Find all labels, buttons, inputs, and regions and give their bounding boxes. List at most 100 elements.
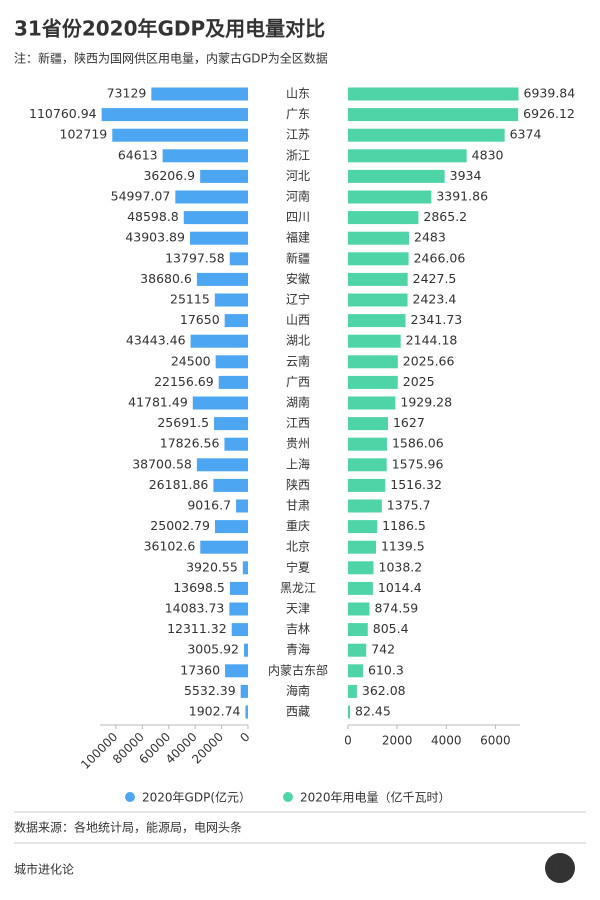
bar bbox=[348, 128, 505, 142]
bar bbox=[101, 108, 248, 122]
category-label: 青海 bbox=[286, 642, 310, 657]
bar bbox=[200, 540, 248, 554]
bar bbox=[240, 684, 248, 698]
value-label: 25002.79 bbox=[150, 518, 210, 533]
value-label: 2466.06 bbox=[414, 250, 466, 265]
category-label: 福建 bbox=[286, 230, 310, 245]
source: 数据来源：各地统计局，能源局，电网头条 bbox=[14, 820, 242, 835]
value-label: 805.4 bbox=[373, 621, 409, 636]
bar bbox=[348, 108, 519, 122]
bar bbox=[190, 334, 248, 348]
subtitle: 注：新疆，陕西为国网供区用电量，内蒙古GDP为全区数据 bbox=[14, 51, 328, 66]
bar bbox=[229, 581, 248, 595]
value-label: 3391.86 bbox=[436, 189, 488, 204]
value-label: 1586.06 bbox=[392, 436, 444, 451]
bar bbox=[183, 211, 248, 225]
value-label: 3005.92 bbox=[187, 642, 239, 657]
bar bbox=[236, 499, 248, 513]
bar bbox=[348, 355, 398, 369]
value-label: 1516.32 bbox=[390, 477, 442, 492]
value-label: 6374 bbox=[510, 127, 542, 142]
bar bbox=[229, 602, 248, 616]
category-label: 广西 bbox=[286, 375, 310, 389]
value-label: 43443.46 bbox=[126, 333, 186, 348]
legend-swatch bbox=[125, 792, 135, 802]
bar bbox=[348, 478, 386, 492]
value-label: 1139.5 bbox=[381, 539, 425, 554]
bar bbox=[229, 252, 248, 266]
category-label: 甘肃 bbox=[286, 499, 310, 513]
value-label: 25115 bbox=[170, 292, 210, 307]
bar bbox=[348, 190, 432, 204]
value-label: 24500 bbox=[171, 353, 211, 368]
category-label: 新疆 bbox=[286, 250, 310, 265]
value-label: 1375.7 bbox=[387, 498, 431, 513]
x-tick-label: 2000 bbox=[382, 734, 413, 748]
category-label: 宁夏 bbox=[286, 559, 310, 574]
category-label: 内蒙古东部 bbox=[268, 662, 328, 677]
value-label: 48598.8 bbox=[127, 209, 179, 224]
bar bbox=[200, 169, 248, 183]
bar bbox=[348, 334, 401, 348]
bar bbox=[213, 478, 248, 492]
value-label: 36206.9 bbox=[143, 168, 195, 183]
bar bbox=[348, 520, 378, 534]
bar bbox=[224, 314, 248, 328]
bar bbox=[348, 458, 387, 472]
value-label: 2341.73 bbox=[411, 312, 463, 327]
bar bbox=[348, 211, 419, 225]
bar bbox=[348, 602, 370, 616]
bar bbox=[348, 396, 396, 410]
value-label: 1186.5 bbox=[382, 518, 426, 533]
value-label: 13698.5 bbox=[173, 580, 225, 595]
bar bbox=[348, 149, 467, 163]
bar bbox=[215, 355, 248, 369]
value-label: 2025 bbox=[403, 374, 435, 389]
category-label: 辽宁 bbox=[286, 292, 310, 307]
value-label: 1014.4 bbox=[378, 580, 422, 595]
value-label: 12311.32 bbox=[167, 621, 227, 636]
value-label: 4830 bbox=[472, 147, 504, 162]
value-label: 17826.56 bbox=[160, 436, 220, 451]
category-label: 湖北 bbox=[286, 333, 310, 348]
category-label: 山东 bbox=[286, 87, 310, 101]
x-tick-label: 0 bbox=[237, 730, 252, 745]
value-label: 13797.58 bbox=[165, 250, 225, 265]
value-label: 874.59 bbox=[374, 601, 418, 616]
value-label: 1038.2 bbox=[379, 559, 423, 574]
value-label: 1929.28 bbox=[400, 395, 452, 410]
category-label: 北京 bbox=[286, 540, 310, 554]
value-label: 742 bbox=[371, 642, 395, 657]
bar bbox=[348, 252, 409, 266]
value-label: 43903.89 bbox=[125, 230, 185, 245]
bar bbox=[348, 87, 519, 101]
category-label: 重庆 bbox=[286, 519, 310, 533]
value-label: 362.08 bbox=[362, 683, 406, 698]
x-tick-label: 4000 bbox=[431, 734, 462, 748]
value-label: 38700.58 bbox=[132, 456, 192, 471]
value-label: 2865.2 bbox=[423, 209, 467, 224]
value-label: 102719 bbox=[60, 127, 108, 142]
logo: UE bbox=[551, 862, 569, 876]
value-label: 82.45 bbox=[355, 704, 391, 719]
bar bbox=[196, 458, 248, 472]
category-label: 河南 bbox=[286, 189, 310, 204]
bar bbox=[192, 396, 248, 410]
bar bbox=[214, 293, 248, 307]
legend-label: 2020年用电量（亿千瓦时） bbox=[300, 790, 451, 805]
bar bbox=[348, 375, 398, 389]
value-label: 5532.39 bbox=[184, 683, 236, 698]
legend-label: 2020年GDP(亿元） bbox=[142, 790, 251, 805]
bar bbox=[348, 169, 445, 183]
bar bbox=[231, 623, 248, 637]
value-label: 6939.84 bbox=[524, 86, 576, 101]
value-label: 17650 bbox=[180, 312, 220, 327]
value-label: 2427.5 bbox=[413, 271, 457, 286]
x-tick-label: 0 bbox=[344, 734, 352, 748]
value-label: 41781.49 bbox=[128, 395, 188, 410]
bar bbox=[348, 540, 376, 554]
x-tick-label: 100000 bbox=[78, 730, 120, 772]
category-label: 吉林 bbox=[286, 622, 310, 636]
value-label: 26181.86 bbox=[149, 477, 209, 492]
bar bbox=[348, 623, 368, 637]
